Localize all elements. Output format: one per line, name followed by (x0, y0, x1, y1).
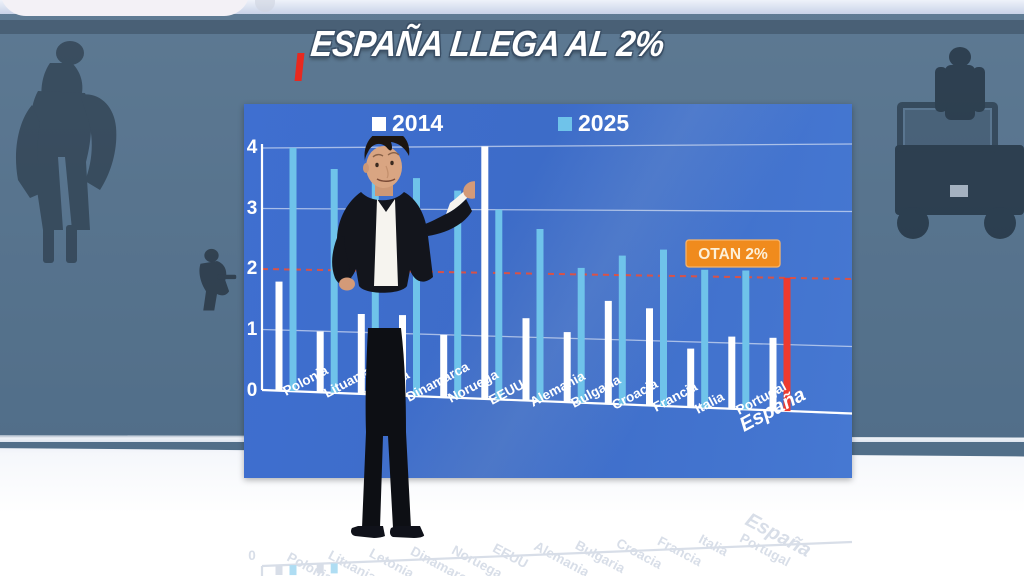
svg-text:OTAN 2%: OTAN 2% (698, 246, 768, 263)
svg-text:2: 2 (247, 258, 258, 279)
svg-text:0: 0 (247, 380, 258, 401)
svg-text:2025: 2025 (578, 110, 629, 136)
svg-text:3: 3 (247, 198, 258, 219)
svg-text:1: 1 (247, 319, 258, 340)
svg-text:4: 4 (247, 137, 258, 158)
svg-text:2014: 2014 (392, 110, 443, 136)
